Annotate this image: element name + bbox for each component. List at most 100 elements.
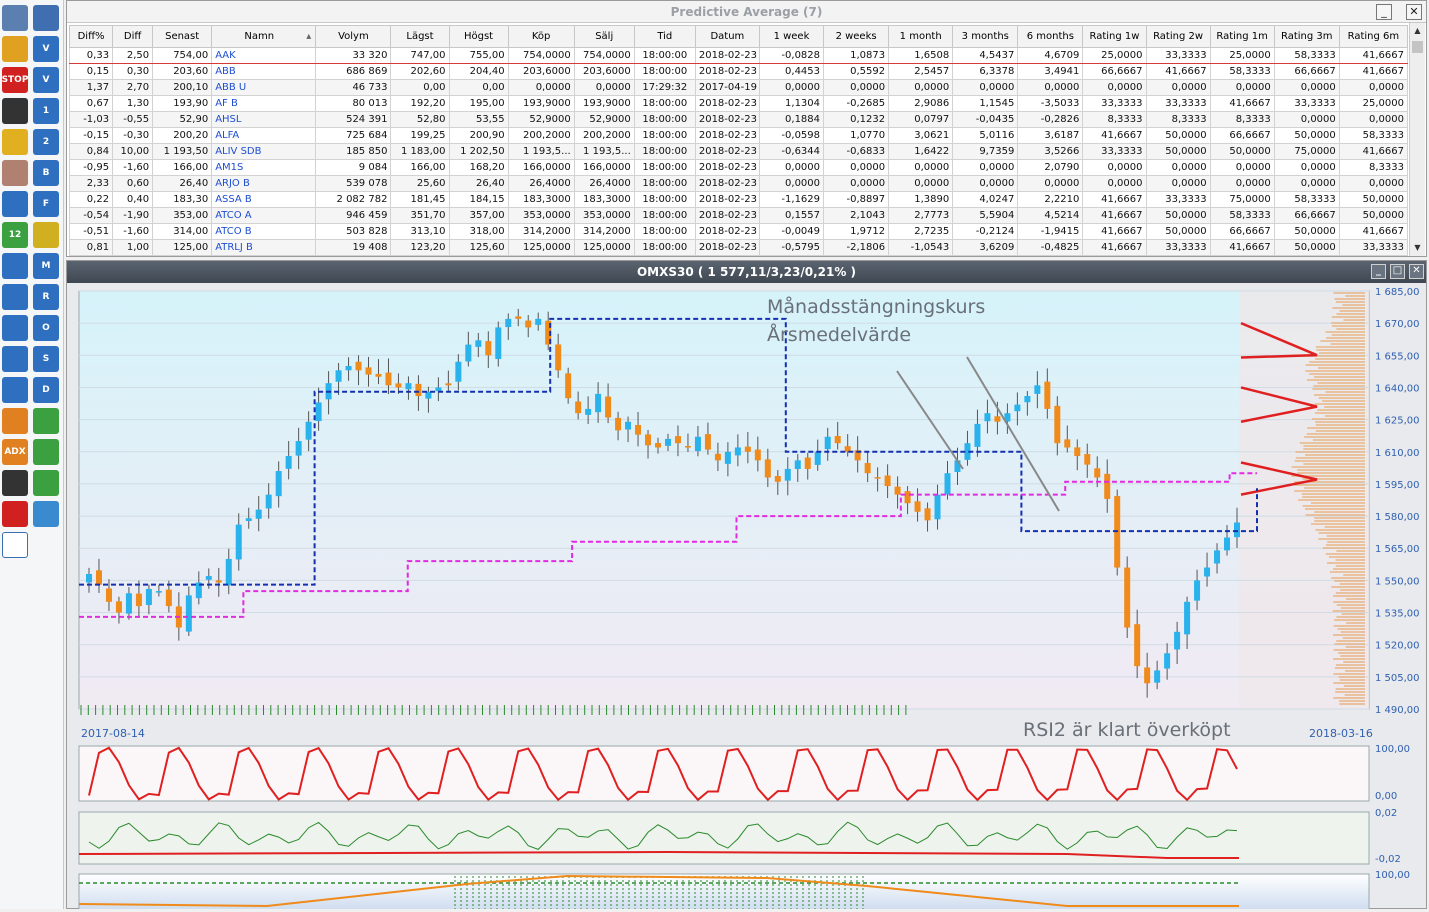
table-cell[interactable]: ABB U [211, 79, 317, 96]
table-row[interactable]: 0,15 0,30 203,60 ABB 686 869 202,60 204,40 203,… [68, 63, 1409, 80]
table-cell[interactable]: ALIV SDB [211, 143, 317, 160]
chart-close-button[interactable]: ✕ [1409, 264, 1424, 279]
table-row[interactable]: -0,95 -1,60 166,00 AM1S 9 084 166,00 168,20 166… [68, 159, 1409, 176]
candle-body [525, 320, 532, 328]
table-row[interactable]: 0,33 2,50 754,00 AAK 33 320 747,00 755,00 754,0… [68, 47, 1409, 64]
col-header[interactable]: Rating 2w [1145, 25, 1211, 48]
col-header[interactable]: Köp [507, 25, 575, 48]
chart-maximize-button[interactable]: □ [1390, 264, 1405, 279]
compass-icon[interactable] [2, 253, 28, 279]
chart-v-icon[interactable]: V [33, 36, 59, 62]
col-header[interactable]: Datum [694, 25, 760, 48]
adx-icon[interactable]: ADX [2, 439, 28, 465]
filter-icon[interactable] [33, 501, 59, 527]
table-cell[interactable]: AHSL [211, 111, 317, 128]
wrench-icon[interactable] [2, 5, 28, 31]
table-row[interactable]: -0,54 -1,90 353,00 ATCO A 946 459 351,70 357,0… [68, 207, 1409, 224]
bars-green2-icon[interactable] [33, 439, 59, 465]
compass4-icon[interactable] [2, 346, 28, 372]
table-cell[interactable]: ATCO B [211, 223, 317, 240]
col-header[interactable]: 1 week [758, 25, 825, 48]
col-header[interactable]: Rating 1m [1209, 25, 1275, 48]
table-row[interactable]: -0,51 -1,60 314,00 ATCO B 503 828 313,10 318,0… [68, 223, 1409, 240]
col-header[interactable]: 1 month [888, 25, 954, 48]
chart-o-icon[interactable]: O [33, 315, 59, 341]
col-header[interactable]: 2 weeks [823, 25, 890, 48]
avatar-icon[interactable] [2, 160, 28, 186]
chart-m-icon[interactable]: M [33, 253, 59, 279]
chart-canvas[interactable]: 1 685,00 1 670,00 1 655,00 1 640,00 1 625,00… [67, 283, 1426, 912]
table-cell: -1,60 [112, 223, 154, 240]
col-header[interactable]: Rating 1w [1082, 25, 1147, 48]
bar-chart-icon[interactable] [2, 36, 28, 62]
table-row[interactable]: -1,03 -0,55 52,90 AHSL 524 391 52,80 53,55 52,9… [68, 111, 1409, 128]
table-cell[interactable]: AF B [211, 95, 317, 112]
alarm-clock-icon[interactable] [2, 501, 28, 527]
table-cell: 50,0000 [1145, 223, 1211, 240]
table-cell: 203,60 [152, 63, 213, 80]
indicator-tick-label: 100,00 [1375, 870, 1410, 881]
col-header[interactable]: 3 months [952, 25, 1019, 48]
table-cell[interactable]: ATRLJ B [211, 239, 317, 256]
table-row[interactable]: 0,67 1,30 193,90 AF B 80 013 192,20 195,00 193,… [68, 95, 1409, 112]
col-header[interactable]: Högst [448, 25, 509, 48]
col-header[interactable]: Rating 3m [1273, 25, 1340, 48]
col-header[interactable]: Rating 6m [1338, 25, 1409, 48]
table-cell[interactable]: AM1S [211, 159, 317, 176]
calendar-icon[interactable]: 12 [2, 222, 28, 248]
close-button[interactable]: ✕ [1406, 4, 1422, 20]
compass2-icon[interactable] [2, 284, 28, 310]
table-cell[interactable]: ABB [211, 63, 317, 80]
cells-icon[interactable] [33, 222, 59, 248]
col-header[interactable]: Volym [315, 25, 392, 48]
table-row[interactable]: 0,81 1,00 125,00 ATRLJ B 19 408 123,20 125,60 1… [68, 239, 1409, 256]
table-row[interactable]: 1,37 2,70 200,10 ABB U 46 733 0,00 0,00 0,0000 0… [68, 79, 1409, 96]
left-toolbar: V STOP V 1 2 B F 12 M R O S D ADX [0, 0, 64, 909]
refresh-icon[interactable] [2, 191, 28, 217]
col-header[interactable]: Diff [112, 25, 154, 48]
stop-icon[interactable]: STOP [2, 67, 28, 93]
scroll-up-icon[interactable]: ▲ [1414, 26, 1421, 35]
profile-peak-line [1240, 322, 1318, 359]
bars-green3-icon[interactable] [33, 470, 59, 496]
chart-2-icon[interactable]: 2 [33, 129, 59, 155]
chart-1-icon[interactable]: 1 [33, 98, 59, 124]
minimize-button[interactable]: _ [1376, 4, 1392, 20]
chart-f-icon[interactable]: F [33, 191, 59, 217]
table-cell[interactable]: ATCO A [211, 207, 317, 224]
chart-s-icon[interactable]: S [33, 346, 59, 372]
table-row[interactable]: 2,33 0,60 26,40 ARJO B 539 078 25,60 26,40 26,4… [68, 175, 1409, 192]
table-row[interactable]: 0,84 10,00 1 193,50 ALIV SDB 185 850 1 183,00… [68, 143, 1409, 160]
table-row[interactable]: -0,15 -0,30 200,20 ALFA 725 684 199,25 200,90 2… [68, 127, 1409, 144]
bars-green-icon[interactable] [33, 408, 59, 434]
document-list-icon[interactable] [33, 5, 59, 31]
col-header[interactable]: Diff% [68, 25, 114, 48]
col-header[interactable]: Namn ▴ [211, 25, 317, 48]
col-header[interactable]: Senast [152, 25, 213, 48]
col-header[interactable]: Sälj [573, 25, 635, 48]
chart-minimize-button[interactable]: _ [1371, 264, 1386, 279]
scroll-down-icon[interactable]: ▼ [1414, 243, 1421, 252]
scroll-thumb[interactable] [1412, 41, 1423, 53]
table-scrollbar[interactable]: ▲ ▼ [1409, 23, 1425, 256]
yin-yang-icon[interactable] [2, 98, 28, 124]
wave-icon[interactable] [2, 470, 28, 496]
col-header[interactable]: Tid [633, 25, 696, 48]
table-cell: 3,5266 [1017, 143, 1084, 160]
blank-page-icon[interactable] [2, 532, 28, 558]
col-header[interactable]: Lägst [390, 25, 450, 48]
chart-r-icon[interactable]: R [33, 284, 59, 310]
compass3-icon[interactable] [2, 315, 28, 341]
anchor-icon[interactable] [2, 377, 28, 403]
table-cell[interactable]: ASSA B [211, 191, 317, 208]
table-cell[interactable]: AAK [211, 47, 317, 64]
col-header[interactable]: 6 months [1017, 25, 1084, 48]
chart-d-icon[interactable]: D [33, 377, 59, 403]
table-cell[interactable]: ALFA [211, 127, 317, 144]
table-cell[interactable]: ARJO B [211, 175, 317, 192]
chart-v2-icon[interactable]: V [33, 67, 59, 93]
chart-b-icon[interactable]: B [33, 160, 59, 186]
line-icon[interactable] [2, 408, 28, 434]
pin-icon[interactable] [2, 129, 28, 155]
